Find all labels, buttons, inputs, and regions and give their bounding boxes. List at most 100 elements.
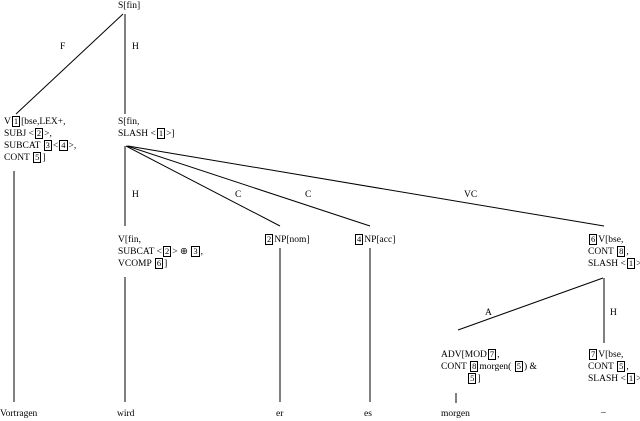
feature-text: SLASH <	[118, 129, 156, 139]
fin-verb-line: VCOMP 6]	[118, 258, 203, 270]
edge-label-root-down: H	[132, 42, 139, 52]
vc-line: 6 V[bse,	[588, 234, 640, 246]
index-tag: 3	[191, 246, 200, 257]
verb-complex-line: V 1 [bse,LEX+,	[4, 116, 76, 128]
feature-text: SUBJ <	[4, 129, 34, 139]
feature-text: >,	[68, 141, 77, 151]
feature-text: S[fin,	[118, 117, 140, 127]
branch-s-vc	[127, 145, 605, 227]
index-tag: 4	[59, 140, 68, 151]
index-tag: 5	[617, 361, 626, 372]
feature-text: ,	[626, 247, 629, 257]
feature-text: CONT	[441, 362, 470, 372]
trace-v-line: SLASH <1>]	[588, 373, 640, 385]
feature-text: SUBCAT	[4, 141, 43, 151]
feature-text: V	[4, 117, 11, 127]
edge-label-s-vc: VC	[464, 190, 478, 200]
node-slash-s: S[fin, SLASH <1 >]	[118, 116, 175, 140]
leaf-wird: wird	[117, 409, 135, 419]
feature-text: ]	[164, 259, 168, 269]
edge-label-s-npnom: C	[235, 190, 242, 200]
feature-text: NP[nom]	[274, 235, 310, 245]
feature-text: > ⊕	[172, 247, 191, 257]
trace-v-line: CONT 5,	[588, 361, 640, 373]
vc-line: SLASH <1>]	[588, 258, 640, 270]
index-tag: 2	[265, 234, 274, 245]
edge-label-s-finverb: H	[132, 190, 139, 200]
branch-vc-adv	[457, 277, 604, 331]
node-root-label: S[fin]	[118, 1, 141, 11]
adv-line: ADV[MOD 7,	[441, 349, 537, 361]
feature-text: VCOMP	[118, 259, 154, 269]
feature-text: <	[52, 141, 59, 151]
index-tag: 3	[43, 140, 52, 151]
index-tag: 8	[617, 246, 626, 257]
verb-complex-line: CONT 5]	[4, 152, 76, 164]
feature-text: SLASH <	[588, 374, 626, 384]
verb-complex-line: SUBCAT 3 <4 >,	[4, 140, 76, 152]
feature-text: ,	[626, 362, 629, 372]
index-tag: 2	[163, 246, 172, 257]
index-tag: 6	[154, 258, 164, 269]
verb-complex-line: SUBJ <2 >,	[4, 128, 76, 140]
feature-text: V[bse,	[598, 350, 624, 360]
node-vc: 6V[bse,CONT 8,SLASH <1>]	[588, 234, 640, 270]
feature-text: ]	[477, 374, 481, 384]
edge-label-s-npacc: C	[305, 190, 312, 200]
np-acc-line: 4 NP[acc]	[354, 234, 395, 246]
branch-root-left	[15, 13, 124, 115]
feature-text: [bse,LEX+,	[21, 117, 66, 127]
index-tag: 7	[487, 349, 497, 360]
leaf-morgen: morgen	[441, 409, 470, 419]
index-tag: 1	[626, 373, 636, 384]
feature-text: morgen(	[479, 362, 514, 372]
index-tag: 4	[355, 234, 364, 245]
feature-text: V[bse,	[598, 235, 624, 245]
node-np-nom: 2 NP[nom]	[264, 234, 310, 246]
index-tag: 6	[589, 234, 598, 245]
feature-text: CONT	[588, 247, 617, 257]
edge-label-vc-trace: H	[610, 308, 617, 318]
feature-text: ,	[200, 247, 203, 257]
index-tag: 1	[626, 258, 636, 269]
index-tag: 1	[156, 128, 166, 139]
leaf-es: es	[364, 409, 372, 419]
slash-s-line: S[fin,	[118, 116, 175, 128]
feature-text: >]	[166, 129, 175, 139]
feature-text: ADV[MOD	[441, 350, 487, 360]
branch-s-npacc	[126, 145, 371, 227]
node-verb-complex: V 1 [bse,LEX+, SUBJ <2 >, SUBCAT 3 <4 >, CONT 5]	[4, 116, 76, 164]
feature-text: >]	[636, 374, 640, 384]
edge-label-root-left: F	[60, 42, 66, 52]
adv-line: CONT 8 morgen( 5) &	[441, 361, 537, 373]
feature-text: NP[acc]	[364, 235, 396, 245]
feature-text: CONT	[4, 153, 33, 163]
node-np-acc: 4 NP[acc]	[354, 234, 395, 246]
branch-s-npnom	[125, 145, 281, 227]
adv-line: 5]	[441, 373, 537, 385]
node-root: S[fin]	[118, 0, 140, 12]
feature-text: ) &	[523, 362, 537, 372]
vc-line: CONT 8,	[588, 246, 640, 258]
feature-text: ]	[42, 153, 46, 163]
index-tag: 2	[34, 128, 44, 139]
feature-text	[441, 374, 467, 384]
trace-v-line: 7 V[bse,	[588, 349, 640, 361]
leaf-er: er	[276, 409, 284, 419]
index-tag: 5	[514, 361, 523, 372]
index-tag: 1	[11, 116, 21, 127]
edge-label-vc-adv: A	[485, 308, 492, 318]
feature-text: >]	[636, 259, 640, 269]
node-trace-v: 7V[bse,CONT 5,SLASH <1>]	[588, 349, 640, 385]
leaf-vortragen: Vortragen	[0, 409, 38, 419]
fin-verb-line: V[fin,	[118, 234, 203, 246]
index-tag: 7	[589, 349, 598, 360]
feature-text: CONT	[588, 362, 617, 372]
slash-s-line: SLASH <1 >]	[118, 128, 175, 140]
np-nom-line: 2 NP[nom]	[264, 234, 310, 246]
feature-text: >,	[44, 129, 52, 139]
node-adv: ADV[MOD 7, CONT 8 morgen( 5) & 5]	[441, 349, 537, 385]
index-tag: 8	[470, 361, 479, 372]
